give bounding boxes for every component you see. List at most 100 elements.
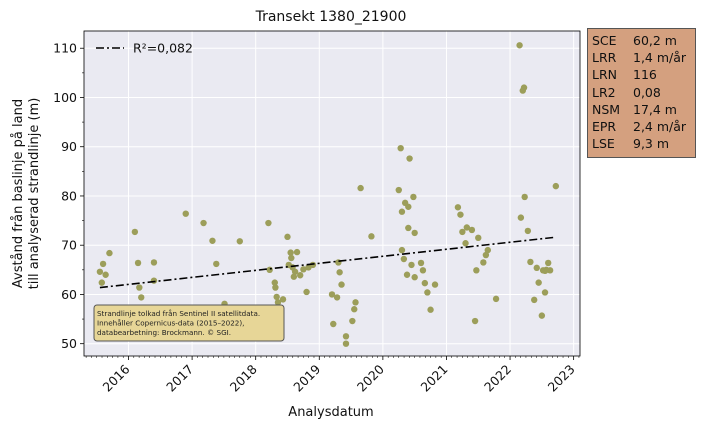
- data-point: [99, 260, 107, 268]
- data-point: [545, 259, 552, 267]
- y-tick-label: 110: [53, 41, 77, 56]
- data-point: [342, 333, 350, 340]
- data-point: [411, 274, 418, 281]
- stat-row-lr2: LR2 0,08: [592, 84, 695, 101]
- data-point: [524, 227, 532, 235]
- data-point: [150, 277, 158, 284]
- y-axis-label-line: Avstånd från baslinje på land: [11, 99, 26, 288]
- y-axis-label-line: till analyserad strandlinje (m): [27, 98, 42, 290]
- data-point: [408, 261, 415, 269]
- stat-value: 2,4 m/år: [633, 119, 687, 135]
- data-point: [521, 193, 528, 201]
- y-tick-label: 90: [61, 139, 77, 154]
- data-point: [533, 264, 540, 272]
- stat-row-lrn: LRN 116: [592, 66, 695, 83]
- data-point: [468, 226, 476, 234]
- data-point: [473, 267, 480, 274]
- data-point: [287, 249, 294, 256]
- scatter-chart: 50 60 70 80 90 100 110 2016 2017 2018 2019 2020 2021…: [11, 9, 581, 420]
- data-point: [471, 317, 479, 325]
- data-point: [398, 208, 406, 215]
- stat-name: EPR: [592, 119, 617, 135]
- x-axis-label: Analysdatum: [288, 405, 373, 420]
- data-point: [349, 317, 356, 325]
- source-note-line: Strandlinje tolkad från Sentinel II sate…: [97, 309, 260, 318]
- statistics-box: SCE 60,2 m LRR 1,4 m/år LRN 116 LR2 0,08…: [587, 28, 696, 158]
- data-point: [431, 281, 439, 288]
- data-point: [482, 251, 490, 259]
- data-point: [236, 238, 243, 245]
- stat-value: 116: [633, 67, 657, 83]
- data-point: [357, 184, 364, 192]
- x-tick-label: 2023: [545, 362, 578, 395]
- plot-frame: [83, 30, 581, 357]
- data-point: [150, 259, 158, 266]
- data-point: [333, 294, 341, 301]
- data-point: [213, 260, 220, 268]
- data-point: [546, 267, 554, 274]
- data-point: [395, 186, 402, 194]
- stat-name: LR2: [592, 84, 616, 100]
- data-point: [417, 259, 425, 267]
- legend: R²=0,082: [96, 41, 193, 56]
- data-point: [400, 255, 408, 263]
- data-point: [531, 296, 538, 304]
- data-point: [538, 312, 546, 319]
- data-point: [454, 204, 462, 211]
- data-point: [406, 155, 413, 162]
- data-point: [480, 259, 487, 266]
- data-point: [200, 219, 207, 227]
- data-point: [541, 289, 549, 296]
- data-point: [516, 42, 523, 49]
- source-note: Strandlinje tolkad från Sentinel II sate…: [93, 304, 285, 342]
- stat-name: NSM: [592, 101, 621, 117]
- x-tick-label: 2017: [163, 362, 196, 395]
- data-point: [405, 224, 412, 232]
- stat-name: LRR: [592, 50, 617, 66]
- data-point: [265, 219, 272, 227]
- y-axis-label: Avstånd från baslinje på land till analys…: [11, 98, 42, 290]
- data-point: [293, 248, 301, 256]
- data-point: [410, 193, 417, 201]
- data-point: [405, 203, 412, 210]
- data-point: [475, 234, 482, 242]
- y-tick-label: 70: [61, 238, 77, 253]
- data-point: [303, 288, 310, 296]
- chart-title: Transekt 1380_21900: [255, 9, 407, 25]
- data-point: [336, 269, 343, 276]
- stat-value: 9,3 m: [633, 136, 670, 152]
- data-point: [273, 293, 280, 301]
- data-point: [411, 229, 418, 237]
- data-point: [419, 267, 427, 274]
- source-note-line: Innehåller Copernicus-data (2015–2022),: [97, 319, 244, 328]
- stat-name: LRN: [592, 67, 617, 83]
- x-tick-label: 2018: [227, 361, 260, 394]
- y-tick-label: 60: [61, 287, 77, 302]
- data-point: [520, 84, 528, 91]
- stat-name: SCE: [592, 33, 617, 48]
- data-point: [427, 306, 434, 313]
- source-note-box: [93, 304, 285, 342]
- data-point: [96, 268, 104, 275]
- stat-value: 0,08: [633, 84, 661, 100]
- data-point: [131, 228, 139, 236]
- x-tick-label: 2022: [481, 362, 514, 395]
- data-point: [462, 240, 469, 247]
- data-point: [403, 271, 411, 278]
- data-point: [271, 279, 278, 286]
- data-point: [424, 289, 431, 296]
- data-point: [552, 182, 560, 190]
- data-point: [136, 284, 143, 291]
- y-tick-label: 50: [61, 336, 77, 351]
- data-point: [279, 296, 287, 303]
- data-point: [421, 279, 429, 287]
- stat-name: LSE: [592, 136, 615, 152]
- data-point: [138, 294, 145, 301]
- data-point: [288, 254, 295, 262]
- data-point: [398, 246, 406, 254]
- x-tick-label: 2021: [417, 362, 450, 395]
- data-point: [368, 233, 375, 240]
- plot-area: [84, 31, 580, 356]
- data-point: [284, 233, 291, 241]
- stat-value: 60,2 m: [633, 33, 677, 48]
